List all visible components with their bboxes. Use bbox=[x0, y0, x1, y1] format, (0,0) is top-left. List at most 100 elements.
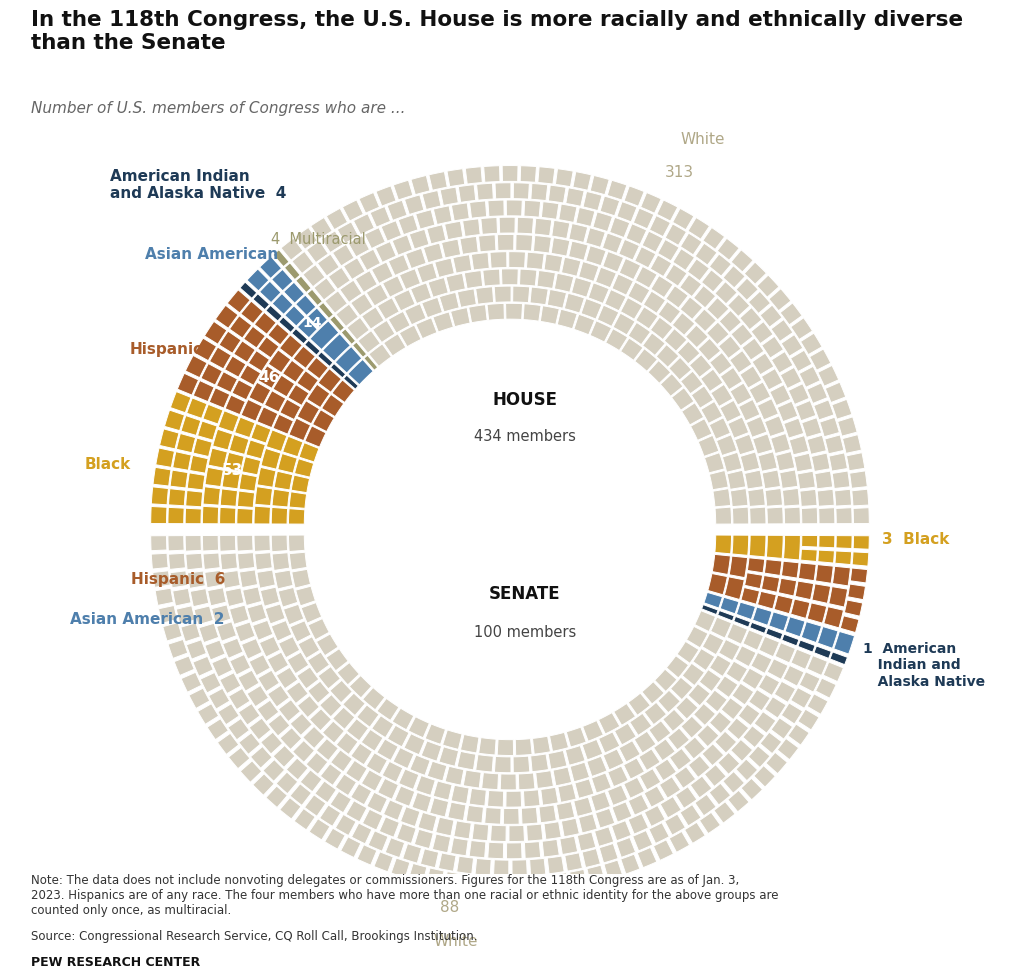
Wedge shape bbox=[169, 553, 185, 569]
Wedge shape bbox=[306, 241, 329, 262]
Wedge shape bbox=[476, 754, 494, 772]
Wedge shape bbox=[700, 401, 723, 423]
Wedge shape bbox=[260, 256, 282, 279]
Wedge shape bbox=[807, 655, 827, 676]
Wedge shape bbox=[701, 744, 724, 766]
Wedge shape bbox=[602, 233, 623, 253]
Text: 100 members: 100 members bbox=[474, 624, 577, 640]
Wedge shape bbox=[620, 258, 641, 280]
Wedge shape bbox=[628, 322, 650, 345]
Wedge shape bbox=[746, 417, 767, 437]
Text: SENATE: SENATE bbox=[489, 585, 561, 603]
Wedge shape bbox=[249, 719, 271, 740]
Wedge shape bbox=[454, 820, 471, 839]
Wedge shape bbox=[767, 507, 783, 524]
Wedge shape bbox=[815, 678, 837, 698]
Wedge shape bbox=[669, 357, 691, 380]
Wedge shape bbox=[398, 215, 418, 235]
Wedge shape bbox=[769, 288, 791, 311]
Wedge shape bbox=[308, 681, 330, 703]
Wedge shape bbox=[550, 732, 568, 752]
Wedge shape bbox=[417, 263, 437, 283]
Wedge shape bbox=[591, 791, 610, 812]
Wedge shape bbox=[273, 746, 295, 767]
Wedge shape bbox=[451, 308, 470, 326]
Wedge shape bbox=[205, 570, 222, 587]
Wedge shape bbox=[323, 721, 344, 743]
Wedge shape bbox=[195, 606, 213, 624]
Text: Asian American: Asian American bbox=[145, 248, 279, 262]
Wedge shape bbox=[426, 868, 444, 887]
Wedge shape bbox=[222, 571, 241, 588]
Wedge shape bbox=[556, 802, 574, 820]
Wedge shape bbox=[240, 282, 257, 298]
Wedge shape bbox=[775, 643, 796, 663]
Wedge shape bbox=[754, 765, 775, 787]
Wedge shape bbox=[799, 563, 816, 581]
Wedge shape bbox=[257, 570, 275, 588]
Wedge shape bbox=[399, 269, 421, 289]
Wedge shape bbox=[224, 356, 246, 377]
Wedge shape bbox=[482, 269, 500, 286]
Wedge shape bbox=[430, 798, 449, 817]
Wedge shape bbox=[829, 452, 848, 471]
Wedge shape bbox=[742, 725, 765, 748]
Wedge shape bbox=[362, 687, 385, 710]
Wedge shape bbox=[268, 350, 291, 373]
Wedge shape bbox=[216, 372, 238, 392]
Wedge shape bbox=[744, 470, 763, 489]
Wedge shape bbox=[648, 360, 671, 384]
Wedge shape bbox=[751, 321, 773, 344]
Wedge shape bbox=[361, 729, 383, 752]
Wedge shape bbox=[276, 772, 298, 793]
Wedge shape bbox=[297, 401, 319, 423]
Wedge shape bbox=[777, 739, 799, 759]
Wedge shape bbox=[187, 473, 205, 490]
Wedge shape bbox=[451, 838, 468, 855]
Wedge shape bbox=[770, 385, 791, 406]
Wedge shape bbox=[215, 305, 239, 328]
Wedge shape bbox=[336, 732, 358, 754]
Wedge shape bbox=[728, 417, 749, 438]
Wedge shape bbox=[152, 553, 168, 569]
Wedge shape bbox=[513, 286, 529, 303]
Wedge shape bbox=[605, 329, 628, 351]
Wedge shape bbox=[232, 380, 253, 400]
Wedge shape bbox=[391, 858, 410, 878]
Wedge shape bbox=[433, 312, 454, 332]
Wedge shape bbox=[817, 489, 835, 506]
Wedge shape bbox=[292, 569, 310, 588]
Wedge shape bbox=[560, 836, 578, 854]
Wedge shape bbox=[369, 831, 388, 852]
Wedge shape bbox=[268, 323, 289, 345]
Wedge shape bbox=[332, 380, 354, 403]
Wedge shape bbox=[669, 831, 689, 853]
Wedge shape bbox=[699, 813, 721, 834]
Wedge shape bbox=[688, 755, 710, 778]
Wedge shape bbox=[499, 877, 514, 893]
Wedge shape bbox=[367, 792, 387, 813]
Wedge shape bbox=[326, 649, 348, 671]
Wedge shape bbox=[701, 605, 718, 615]
Wedge shape bbox=[807, 694, 828, 715]
Wedge shape bbox=[526, 252, 544, 270]
Wedge shape bbox=[603, 251, 624, 272]
Wedge shape bbox=[655, 759, 677, 781]
Wedge shape bbox=[762, 336, 783, 358]
Wedge shape bbox=[749, 291, 770, 314]
Wedge shape bbox=[762, 470, 780, 488]
Wedge shape bbox=[268, 715, 290, 736]
Wedge shape bbox=[819, 418, 840, 437]
Wedge shape bbox=[271, 535, 288, 552]
Wedge shape bbox=[203, 404, 223, 424]
Wedge shape bbox=[666, 285, 688, 308]
Wedge shape bbox=[586, 246, 606, 266]
Wedge shape bbox=[273, 250, 289, 267]
Wedge shape bbox=[850, 471, 867, 488]
Wedge shape bbox=[288, 385, 309, 406]
Wedge shape bbox=[494, 859, 509, 876]
Wedge shape bbox=[524, 842, 541, 858]
Wedge shape bbox=[724, 577, 744, 599]
Wedge shape bbox=[442, 730, 462, 750]
Wedge shape bbox=[376, 185, 396, 206]
